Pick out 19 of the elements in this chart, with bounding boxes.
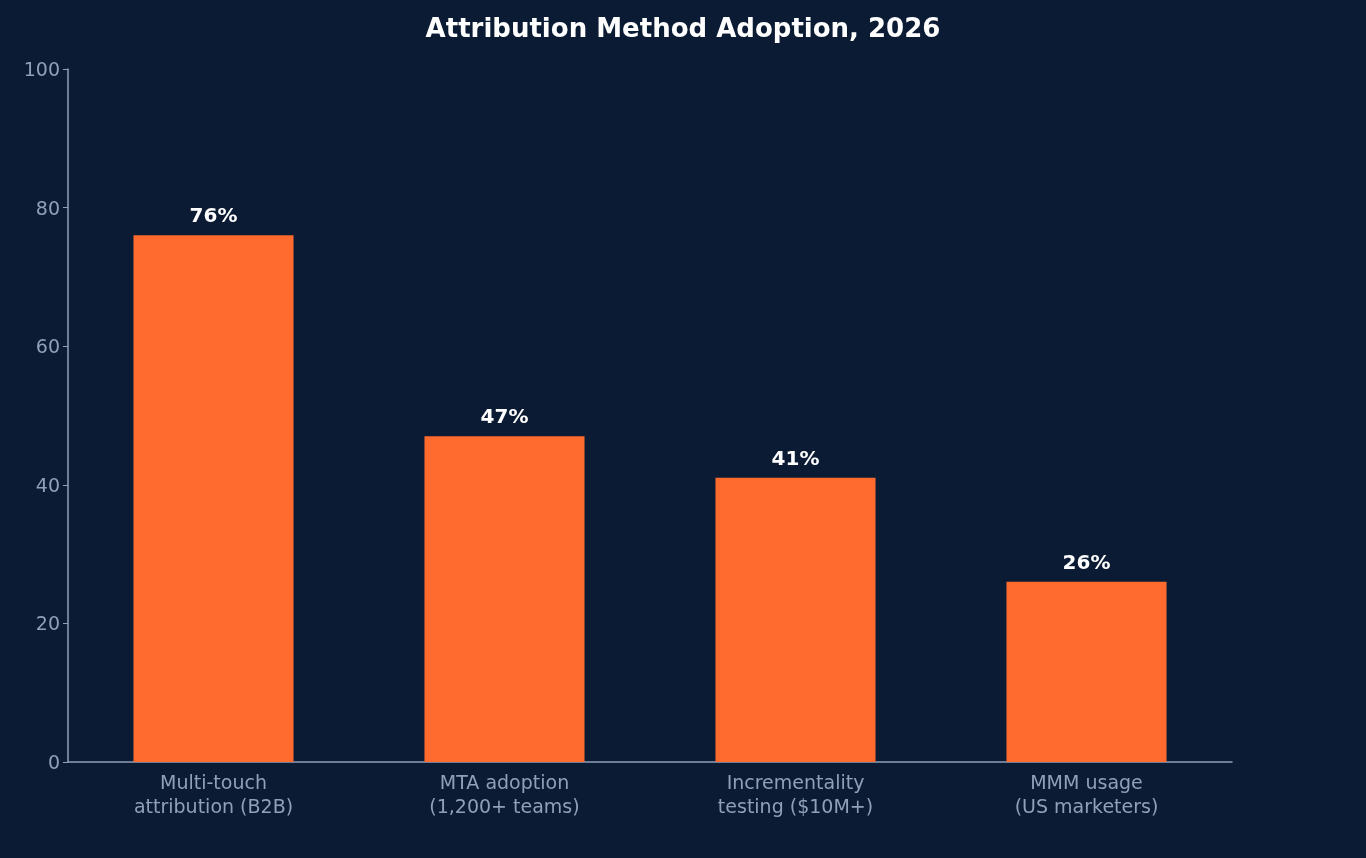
y-tick-label: 60 bbox=[35, 335, 60, 358]
y-tick-label: 100 bbox=[23, 58, 60, 80]
x-tick-label: MTA adoption (1,200+ teams) bbox=[429, 771, 580, 817]
bar bbox=[133, 235, 294, 762]
y-tick-label: 80 bbox=[35, 196, 60, 219]
y-tick-label: 40 bbox=[35, 473, 60, 496]
data-label: 76% bbox=[189, 203, 238, 228]
x-tick-label: Multi-touch attribution (B2B) bbox=[133, 771, 294, 817]
y-tick-label: 0 bbox=[47, 751, 60, 773]
y-tick-label: 20 bbox=[35, 612, 60, 635]
bar bbox=[1006, 581, 1167, 762]
data-label: 41% bbox=[771, 445, 820, 470]
chart-title: Attribution Method Adoption, 2026 bbox=[425, 13, 941, 43]
bar bbox=[715, 477, 876, 762]
data-label: 26% bbox=[1062, 549, 1111, 574]
x-tick-label: MMM usage (US marketers) bbox=[1014, 771, 1159, 817]
data-label: 47% bbox=[480, 404, 529, 429]
bar bbox=[424, 436, 585, 762]
x-tick-label: Incrementality testing ($10M+) bbox=[717, 771, 874, 817]
